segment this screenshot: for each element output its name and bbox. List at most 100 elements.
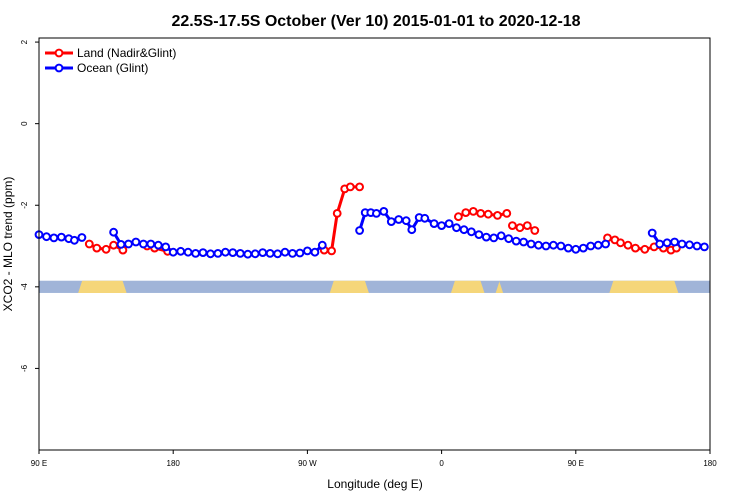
legend-swatch-marker xyxy=(54,48,64,58)
data-point xyxy=(700,242,709,252)
data-point xyxy=(437,221,447,231)
data-point xyxy=(394,215,404,224)
data-point xyxy=(317,240,327,250)
data-point xyxy=(101,244,111,254)
data-point xyxy=(502,209,512,218)
surface-strip-land-segment xyxy=(609,280,679,293)
data-point xyxy=(444,219,454,229)
x-tick-label: 90 E xyxy=(568,459,584,468)
data-point xyxy=(198,248,208,258)
data-point xyxy=(379,207,389,216)
data-point xyxy=(407,225,417,235)
data-point xyxy=(655,239,665,249)
data-point xyxy=(235,249,245,258)
y-tick-label: 2 xyxy=(20,39,29,44)
data-point xyxy=(420,213,430,223)
data-point xyxy=(42,232,51,242)
data-point xyxy=(176,246,186,256)
data-point xyxy=(355,226,365,235)
data-point xyxy=(670,237,679,247)
data-point xyxy=(623,240,633,250)
data-point xyxy=(662,238,672,248)
data-point xyxy=(258,248,268,258)
surface-strip-ocean xyxy=(39,280,710,293)
data-point xyxy=(496,231,506,241)
data-point xyxy=(578,243,588,253)
data-point xyxy=(519,237,528,247)
x-tick-label: 180 xyxy=(703,459,717,468)
y-tick-label: -4 xyxy=(20,283,29,291)
data-point xyxy=(631,243,640,253)
data-point xyxy=(168,247,178,257)
data-point xyxy=(504,234,514,244)
data-point xyxy=(454,212,463,222)
data-point xyxy=(685,240,694,250)
data-point xyxy=(228,248,238,258)
data-point xyxy=(327,246,337,256)
legend: Land (Nadir&Glint)Ocean (Glint) xyxy=(45,46,176,75)
data-point xyxy=(476,209,486,218)
chart-title: 22.5S-17.5S October (Ver 10) 2015-01-01 … xyxy=(171,13,580,30)
data-point xyxy=(84,239,94,249)
data-point xyxy=(481,232,491,242)
data-point xyxy=(461,208,471,218)
data-point xyxy=(601,239,610,249)
axes: 90 E 180 90 W 0 90 E 180 2 0 -2 -4 -6 xyxy=(20,39,717,468)
data-point xyxy=(452,223,461,233)
data-point xyxy=(515,223,525,233)
data-point xyxy=(549,240,558,250)
data-point xyxy=(586,241,596,251)
data-point xyxy=(522,221,532,231)
data-point xyxy=(116,240,126,249)
data-point xyxy=(372,209,381,218)
data-point xyxy=(77,233,87,242)
surface-strip-land-segment xyxy=(329,280,369,293)
series-ocean xyxy=(34,207,709,259)
x-tick-label: 90 E xyxy=(31,459,47,468)
data-point xyxy=(124,239,133,249)
y-tick-label: -2 xyxy=(20,201,29,209)
series-line xyxy=(324,185,360,253)
data-point xyxy=(332,209,342,218)
data-point xyxy=(468,207,478,216)
data-point xyxy=(92,243,102,253)
plot-frame xyxy=(38,37,711,451)
x-axis-label: Longitude (deg E) xyxy=(327,477,422,491)
surface-strip-land-segment xyxy=(78,280,127,293)
data-point xyxy=(183,247,193,257)
x-tick-label: 0 xyxy=(439,459,444,468)
data-point xyxy=(345,182,355,192)
data-point xyxy=(280,247,290,257)
data-point xyxy=(57,232,66,242)
y-tick-label: 0 xyxy=(20,121,29,126)
data-point xyxy=(429,219,439,229)
surface-strip-land-segment xyxy=(495,280,504,293)
x-tick-label: 90 W xyxy=(298,459,317,468)
data-point xyxy=(273,249,283,259)
data-point xyxy=(474,230,484,240)
data-point xyxy=(250,249,260,259)
data-point xyxy=(310,247,320,257)
data-point xyxy=(401,216,411,226)
data-point xyxy=(153,240,163,250)
data-point xyxy=(511,236,521,246)
data-point xyxy=(571,244,581,254)
data-point xyxy=(109,227,118,237)
data-point xyxy=(49,233,59,243)
data-point xyxy=(530,226,540,235)
data-point xyxy=(139,239,148,249)
data-point xyxy=(265,249,275,258)
y-tick-label: -6 xyxy=(20,364,29,372)
data-point xyxy=(616,238,625,248)
legend-label: Land (Nadir&Glint) xyxy=(77,46,176,60)
data-point xyxy=(109,240,118,250)
data-point xyxy=(593,240,603,250)
data-point xyxy=(243,249,253,259)
data-point xyxy=(556,241,566,251)
data-point xyxy=(526,239,536,249)
data-point xyxy=(221,247,230,257)
data-point xyxy=(131,237,141,247)
data-point xyxy=(191,249,201,258)
data-point xyxy=(534,240,543,250)
data-point xyxy=(563,243,573,253)
